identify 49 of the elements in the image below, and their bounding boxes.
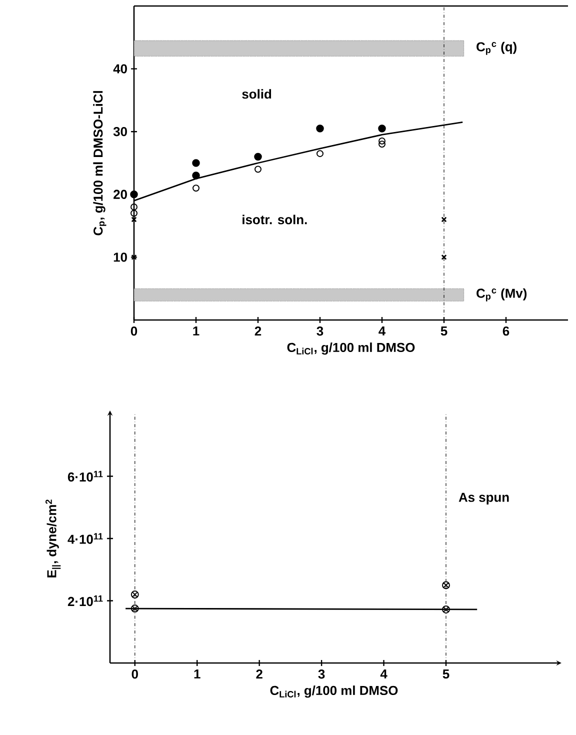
point — [192, 159, 200, 167]
point — [192, 172, 200, 180]
point — [442, 581, 450, 590]
y-axis-title: E$_{||}$, dyne/cm$^{2}$ — [46, 500, 61, 578]
y-axis-title: C$_{p}$, g/100 ml DMSO-LiCl — [93, 91, 106, 236]
x-tick-label: 3 — [316, 326, 324, 336]
x-axis-title: C$_{LiCl}$, g/100 ml DMSO — [270, 686, 398, 698]
y-tick-label: 6·10$^{11}$ — [68, 470, 103, 482]
point — [378, 138, 386, 145]
point — [130, 604, 139, 613]
annotation: As spun — [458, 492, 509, 504]
point — [254, 152, 262, 161]
point — [131, 216, 137, 222]
point — [441, 254, 447, 260]
annotation: solid — [242, 89, 272, 99]
x-tick-label: 4 — [380, 670, 388, 678]
band-label: C$_{p}$$^{c}$ (Mv) — [476, 288, 527, 302]
point — [378, 124, 386, 132]
y-tick-label: 30 — [113, 127, 127, 136]
y-tick-label: 4·10$^{11}$ — [68, 533, 103, 544]
point — [130, 590, 139, 599]
point — [316, 124, 324, 132]
x-tick-label: 2 — [256, 670, 262, 679]
point — [130, 210, 138, 217]
x-tick-label: 1 — [194, 670, 200, 678]
point — [442, 605, 450, 614]
y-tick-label: 20 — [114, 190, 127, 199]
point — [254, 166, 262, 173]
x-tick-label: 0 — [132, 670, 138, 679]
point — [130, 203, 138, 210]
point — [316, 150, 324, 158]
annotation: isotr. soln. — [242, 214, 307, 224]
y-tick-label: 2·10$^{11}$ — [68, 595, 103, 606]
x-tick-label: 3 — [318, 670, 325, 679]
x-tick-label: 5 — [440, 326, 448, 336]
point — [441, 216, 447, 222]
point — [378, 140, 386, 148]
x-tick-label: 5 — [442, 670, 450, 679]
x-tick-label: 4 — [378, 326, 386, 336]
point — [192, 184, 200, 192]
y-tick-label: 40 — [113, 64, 127, 74]
x-axis-title: C$_{LiCl}$, g/100 ml DMSO — [287, 342, 415, 355]
point — [130, 190, 138, 198]
band-label: C$_{p}$$^{c}$ (q) — [476, 42, 516, 55]
x-tick-label: 2 — [254, 326, 262, 336]
y-tick-label: 10 — [114, 252, 127, 262]
x-tick-label: 0 — [130, 326, 138, 336]
x-tick-label: 6 — [502, 326, 510, 336]
x-tick-label: 1 — [193, 326, 200, 336]
